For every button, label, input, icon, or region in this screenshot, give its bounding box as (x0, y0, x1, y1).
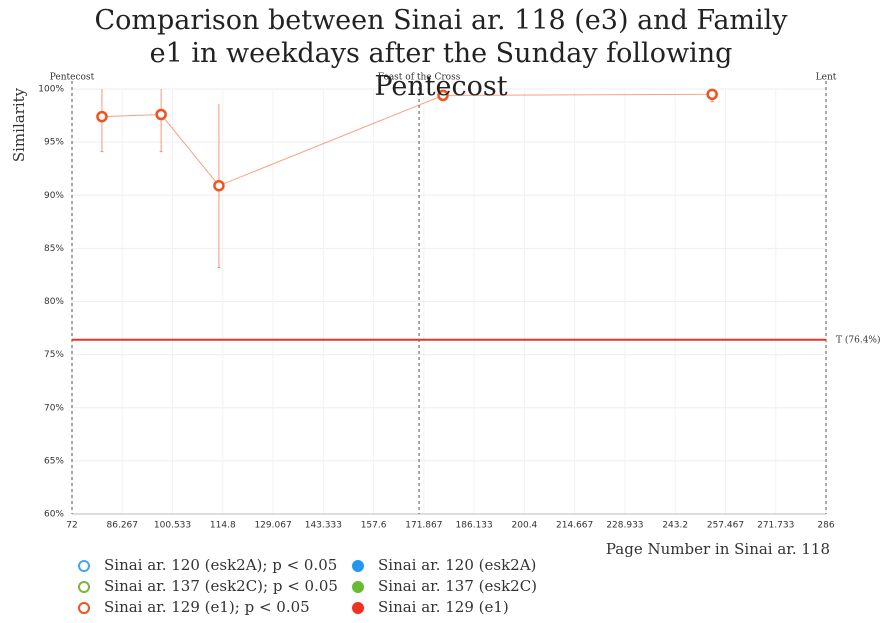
x-tick-label: 200.4 (512, 521, 538, 531)
legend-marker (78, 560, 90, 572)
y-tick-label: 95% (44, 138, 64, 148)
legend-label: Sinai ar. 137 (esk2C) (378, 577, 537, 595)
marker (155, 108, 167, 121)
y-tick-label: 90% (44, 191, 64, 201)
x-tick-label: 214.667 (556, 521, 593, 531)
legend-label: Sinai ar. 120 (esk2A) (378, 556, 536, 574)
legend-marker (352, 560, 364, 572)
event-label: Pentecost (50, 73, 95, 83)
marker (706, 88, 718, 101)
legend-label: Sinai ar. 129 (e1) (378, 598, 509, 616)
x-tick-label: 129.067 (254, 521, 291, 531)
x-tick-label: 171.867 (405, 521, 442, 531)
legend-marker (352, 581, 364, 593)
y-tick-label: 80% (44, 297, 64, 307)
x-tick-label: 186.133 (456, 521, 493, 531)
y-tick-label: 60% (44, 510, 64, 520)
legend-label: Sinai ar. 137 (esk2C); p < 0.05 (104, 577, 338, 595)
x-tick-label: 257.467 (707, 521, 744, 531)
marker (213, 179, 225, 192)
legend-label: Sinai ar. 120 (esk2A); p < 0.05 (104, 556, 337, 574)
y-tick-label: 65% (44, 456, 64, 466)
y-tick-label: 70% (44, 403, 64, 413)
chart-title: Comparison between Sinai ar. 118 (e3) an… (94, 5, 788, 102)
x-tick-label: 228.933 (606, 521, 643, 531)
x-tick-label: 72 (66, 521, 77, 531)
x-tick-label: 157.6 (361, 521, 387, 531)
legend-label: Sinai ar. 129 (e1); p < 0.05 (104, 598, 310, 616)
x-axis-label: Page Number in Sinai ar. 118 (606, 540, 830, 558)
y-tick-label: 100% (38, 85, 64, 95)
event-label: Feast of the Cross (378, 73, 461, 83)
x-tick-label: 271.733 (757, 521, 794, 531)
y-tick-label: 75% (44, 350, 64, 360)
x-tick-label: 100.533 (154, 521, 191, 531)
legend-marker (352, 602, 364, 614)
event-label: Lent (816, 73, 837, 83)
x-tick-label: 114.8 (210, 521, 236, 531)
y-axis-label: Similarity (10, 87, 28, 162)
x-tick-label: 143.333 (305, 521, 342, 531)
marker (437, 89, 449, 102)
marker (96, 110, 108, 123)
y-tick-label: 85% (44, 244, 64, 254)
x-tick-label: 286 (817, 521, 834, 531)
x-tick-label: 243.2 (662, 521, 688, 531)
legend-marker (78, 602, 90, 614)
legend-marker (78, 581, 90, 593)
x-tick-label: 86.267 (107, 521, 139, 531)
threshold-label: T (76.4%) (836, 334, 880, 345)
